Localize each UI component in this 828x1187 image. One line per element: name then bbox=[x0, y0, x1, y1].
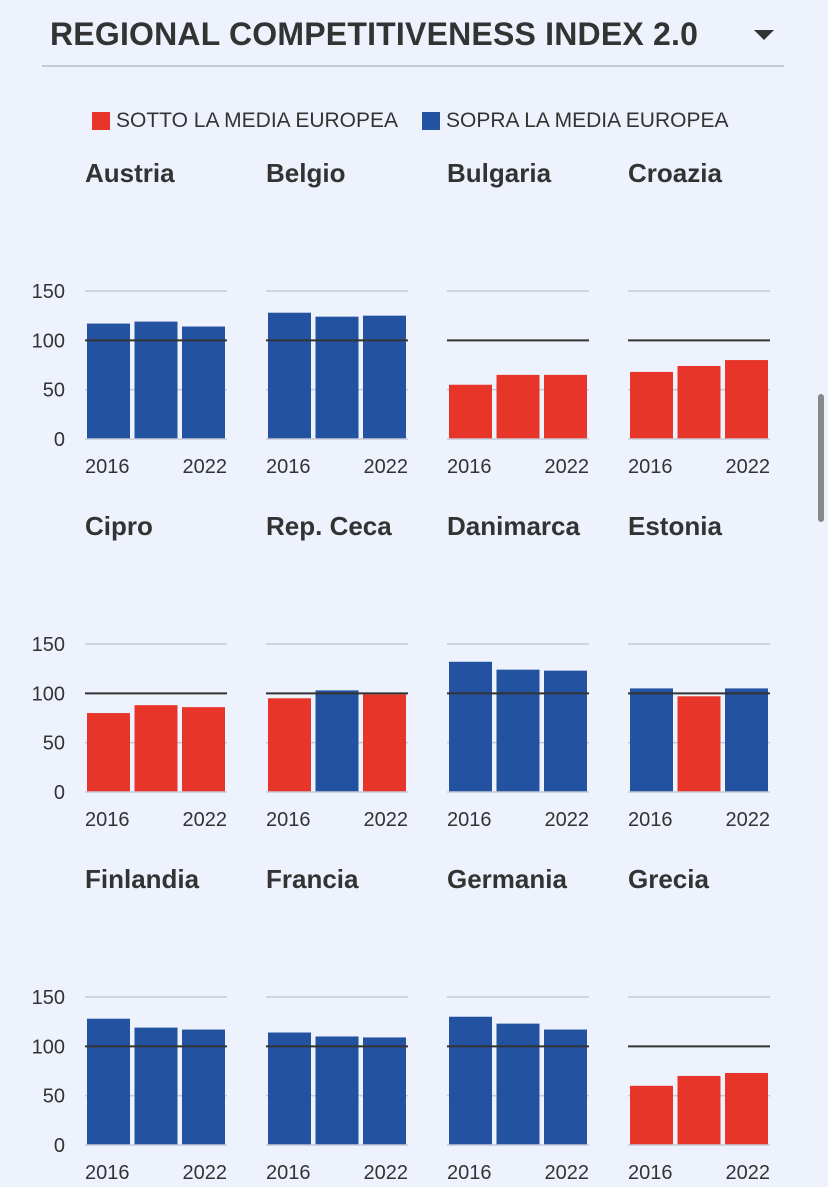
x-tick-label-last: 2022 bbox=[183, 456, 228, 478]
y-tick-label: 0 bbox=[54, 782, 65, 804]
bar-bulgaria-2016 bbox=[449, 384, 492, 439]
y-tick-label: 0 bbox=[54, 1135, 65, 1157]
bar-grecia-2022 bbox=[725, 1072, 768, 1145]
y-tick-label: 150 bbox=[32, 634, 65, 656]
scrollbar[interactable] bbox=[818, 394, 824, 522]
bar-bulgaria-2019 bbox=[496, 374, 540, 439]
x-tick-label-first: 2016 bbox=[628, 1162, 673, 1184]
legend-label-above: SOPRA LA MEDIA EUROPEA bbox=[446, 109, 729, 132]
bar-germania-2019 bbox=[496, 1023, 540, 1145]
x-tick-label-first: 2016 bbox=[85, 456, 130, 478]
bar-rep-ceca-2016 bbox=[268, 698, 311, 792]
bar-grecia-2016 bbox=[630, 1085, 673, 1145]
bar-germania-2016 bbox=[449, 1016, 492, 1145]
x-tick-label-first: 2016 bbox=[628, 456, 673, 478]
bar-danimarca-2016 bbox=[449, 661, 492, 792]
bar-austria-2019 bbox=[134, 321, 178, 439]
x-tick-label-last: 2022 bbox=[364, 1162, 409, 1184]
x-tick-label-first: 2016 bbox=[85, 809, 130, 831]
x-tick-label-last: 2022 bbox=[364, 809, 409, 831]
legend: SOTTO LA MEDIA EUROPEA SOPRA LA MEDIA EU… bbox=[92, 108, 752, 134]
panel-title-finlandia: Finlandia bbox=[85, 864, 200, 894]
x-tick-label-first: 2016 bbox=[447, 456, 492, 478]
bar-estonia-2016 bbox=[630, 688, 673, 792]
legend-label-below: SOTTO LA MEDIA EUROPEA bbox=[116, 109, 399, 132]
bar-grecia-2019 bbox=[677, 1075, 721, 1145]
x-tick-label-first: 2016 bbox=[266, 1162, 311, 1184]
x-tick-label-last: 2022 bbox=[726, 809, 771, 831]
bar-bulgaria-2022 bbox=[544, 374, 587, 439]
chart-header: REGIONAL COMPETITIVENESS INDEX 2.0 bbox=[42, 0, 784, 67]
panel-title-grecia: Grecia bbox=[628, 864, 709, 894]
x-tick-label-first: 2016 bbox=[266, 809, 311, 831]
panel-title-estonia: Estonia bbox=[628, 511, 722, 541]
y-tick-label: 100 bbox=[32, 1036, 65, 1058]
bar-finlandia-2019 bbox=[134, 1027, 178, 1145]
x-tick-label-last: 2022 bbox=[726, 1162, 771, 1184]
y-tick-label: 50 bbox=[43, 380, 65, 402]
bar-belgio-2016 bbox=[268, 312, 311, 439]
bar-croazia-2016 bbox=[630, 371, 673, 439]
y-tick-label: 100 bbox=[32, 330, 65, 352]
panel-title-austria: Austria bbox=[85, 158, 175, 188]
bar-austria-2022 bbox=[182, 326, 225, 439]
bar-finlandia-2016 bbox=[87, 1018, 130, 1145]
bar-croazia-2022 bbox=[725, 360, 768, 439]
panel-title-croazia: Croazia bbox=[628, 158, 722, 188]
x-tick-label-first: 2016 bbox=[85, 1162, 130, 1184]
bar-danimarca-2022 bbox=[544, 670, 587, 792]
bar-rep-ceca-2022 bbox=[363, 694, 406, 792]
bar-francia-2016 bbox=[268, 1032, 311, 1145]
y-tick-label: 150 bbox=[32, 281, 65, 303]
page-title: REGIONAL COMPETITIVENESS INDEX 2.0 bbox=[50, 16, 699, 52]
bar-estonia-2022 bbox=[725, 688, 768, 792]
x-tick-label-last: 2022 bbox=[545, 809, 590, 831]
x-tick-label-last: 2022 bbox=[183, 809, 228, 831]
y-tick-label: 150 bbox=[32, 987, 65, 1009]
chevron-down-icon[interactable] bbox=[754, 30, 774, 40]
bar-belgio-2019 bbox=[315, 316, 359, 439]
bar-francia-2019 bbox=[315, 1036, 359, 1145]
x-tick-label-first: 2016 bbox=[628, 809, 673, 831]
bar-cipro-2019 bbox=[134, 705, 178, 792]
bar-rep-ceca-2019 bbox=[315, 690, 359, 792]
bar-belgio-2022 bbox=[363, 315, 406, 439]
bar-austria-2016 bbox=[87, 323, 130, 439]
legend-item-above: SOPRA LA MEDIA EUROPEA bbox=[422, 109, 728, 133]
x-tick-label-last: 2022 bbox=[183, 1162, 228, 1184]
y-tick-label: 0 bbox=[54, 429, 65, 451]
y-tick-label: 50 bbox=[43, 733, 65, 755]
x-tick-label-last: 2022 bbox=[726, 456, 771, 478]
bar-danimarca-2019 bbox=[496, 669, 540, 792]
bar-germania-2022 bbox=[544, 1029, 587, 1145]
x-tick-label-first: 2016 bbox=[447, 809, 492, 831]
legend-swatch-below bbox=[92, 112, 110, 130]
legend-item-below: SOTTO LA MEDIA EUROPEA bbox=[92, 109, 398, 133]
y-tick-label: 50 bbox=[43, 1086, 65, 1108]
x-tick-label-first: 2016 bbox=[266, 456, 311, 478]
x-tick-label-last: 2022 bbox=[545, 1162, 590, 1184]
y-tick-label: 100 bbox=[32, 683, 65, 705]
bar-francia-2022 bbox=[363, 1037, 406, 1145]
x-tick-label-first: 2016 bbox=[447, 1162, 492, 1184]
bar-finlandia-2022 bbox=[182, 1029, 225, 1145]
panel-title-germania: Germania bbox=[447, 864, 567, 894]
x-tick-label-last: 2022 bbox=[545, 456, 590, 478]
panel-title-belgio: Belgio bbox=[266, 158, 345, 188]
panel-title-danimarca: Danimarca bbox=[447, 511, 580, 541]
panel-title-bulgaria: Bulgaria bbox=[447, 158, 552, 188]
bar-estonia-2019 bbox=[677, 696, 721, 792]
panel-title-francia: Francia bbox=[266, 864, 359, 894]
panel-title-rep-ceca: Rep. Ceca bbox=[266, 511, 392, 541]
bar-cipro-2022 bbox=[182, 707, 225, 792]
legend-swatch-above bbox=[422, 112, 441, 130]
bar-croazia-2019 bbox=[677, 365, 721, 439]
panel-title-cipro: Cipro bbox=[85, 511, 153, 541]
x-tick-label-last: 2022 bbox=[364, 456, 409, 478]
bar-cipro-2016 bbox=[87, 713, 130, 792]
